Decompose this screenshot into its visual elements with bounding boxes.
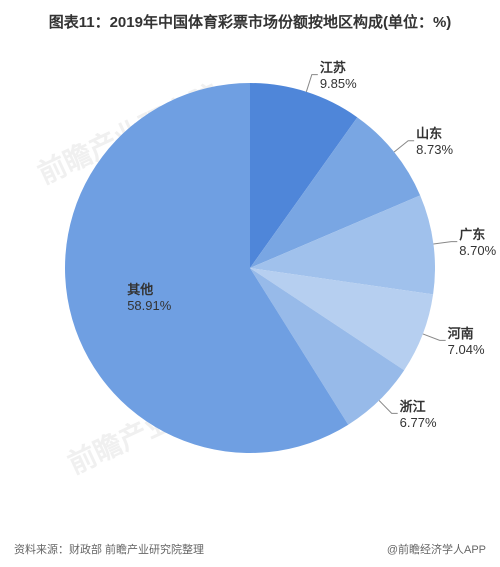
slice-label: 浙江6.77% [400, 399, 437, 432]
pie-svg [65, 83, 435, 453]
credit-text: @前瞻经济学人APP [387, 541, 486, 557]
pie-container [65, 83, 435, 453]
pie-chart: 前瞻产业研究院 前瞻产业研究院 前瞻产业研究院 江苏9.85%山东8.73%广东… [0, 43, 500, 493]
chart-footer: 资料来源：财政部 前瞻产业研究院整理 @前瞻经济学人APP [0, 541, 500, 557]
slice-label: 江苏9.85% [320, 60, 357, 93]
chart-title: 图表11：2019年中国体育彩票市场份额按地区构成(单位：%) [0, 0, 500, 43]
slice-label: 其他58.91% [127, 282, 171, 315]
source-text: 资料来源：财政部 前瞻产业研究院整理 [14, 541, 204, 557]
slice-label: 山东8.73% [416, 126, 453, 159]
slice-label: 广东8.70% [459, 227, 496, 260]
slice-label: 河南7.04% [448, 326, 485, 359]
